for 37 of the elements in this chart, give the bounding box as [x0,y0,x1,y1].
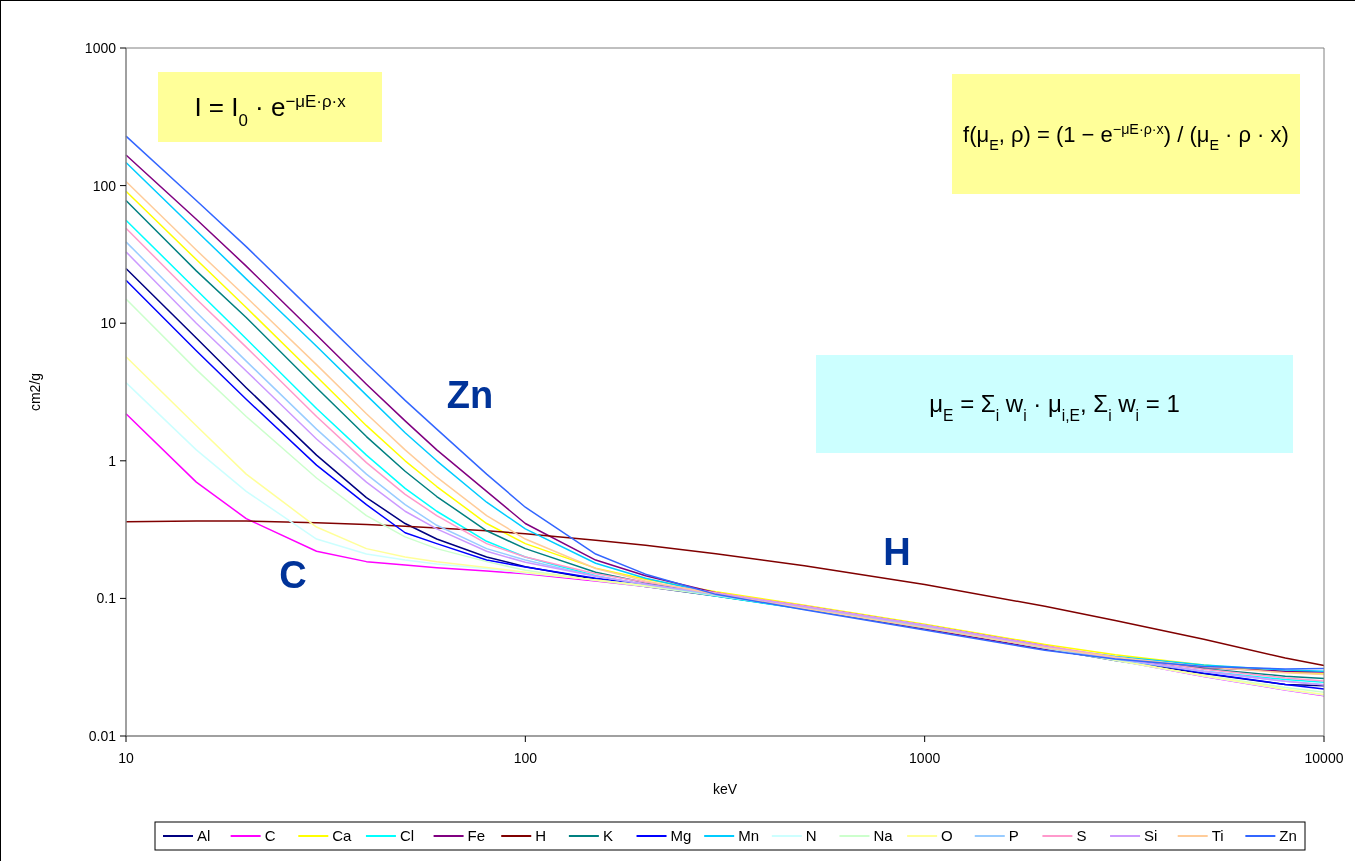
legend-label: Na [873,827,894,844]
annotation: f(μ$_{E}$, ρ) = (1 − e$^{−μE·ρ·x}$) / (μ$_{E}$ · ρ · x) [963,120,1289,153]
formula-box: μ$_{E}$ = Σ$_{i}$ w$_{i}$ · μ$_{i,E}$, Σ$_{i}$ w$_{i}$ = 1 [816,355,1293,453]
legend-label: Al [197,827,211,844]
annotation: I = I$_{0}$ · e$^{−μE·ρ·x}$ [194,91,347,130]
legend-label: O [941,827,953,844]
x-axis-title: keV [712,781,738,797]
legend-label: Mn [738,827,760,844]
legend-label: Cl [399,827,415,844]
y-tick-label: 1 [108,452,117,469]
legend-label: N [805,827,817,844]
y-axis-title: cm2/g [27,372,43,412]
legend-label: Ca [332,827,353,844]
legend-label: Si [1144,827,1158,844]
y-tick-label: 0.01 [88,728,117,744]
annotation: Zn [446,374,494,417]
legend-label: K [602,827,613,844]
legend-label: Fe [467,827,486,844]
formula-box: f(μ$_{E}$, ρ) = (1 − e$^{−μE·ρ·x}$) / (μ$_{E}$ · ρ · x) [952,74,1300,194]
y-tick-label: 1000 [84,40,117,56]
legend-label: H [535,827,547,844]
legend-label: P [1008,827,1019,844]
annotation: H [883,531,911,574]
y-tick-label: 100 [92,177,117,194]
formula-box: I = I$_{0}$ · e$^{−μE·ρ·x}$ [158,72,382,142]
x-tick-label: 1000 [909,750,941,766]
x-tick-label: 10000 [1304,750,1344,766]
legend-label: Mg [670,827,692,844]
x-tick-label: 100 [513,750,538,766]
legend-label: C [264,827,276,844]
legend-label: S [1076,827,1087,844]
x-tick-label: 10 [118,750,134,766]
legend-label: Zn [1279,827,1297,844]
y-tick-label: 0.1 [96,590,117,607]
annotation: C [279,554,307,597]
legend-label: Ti [1211,827,1224,844]
y-tick-label: 10 [100,315,117,332]
